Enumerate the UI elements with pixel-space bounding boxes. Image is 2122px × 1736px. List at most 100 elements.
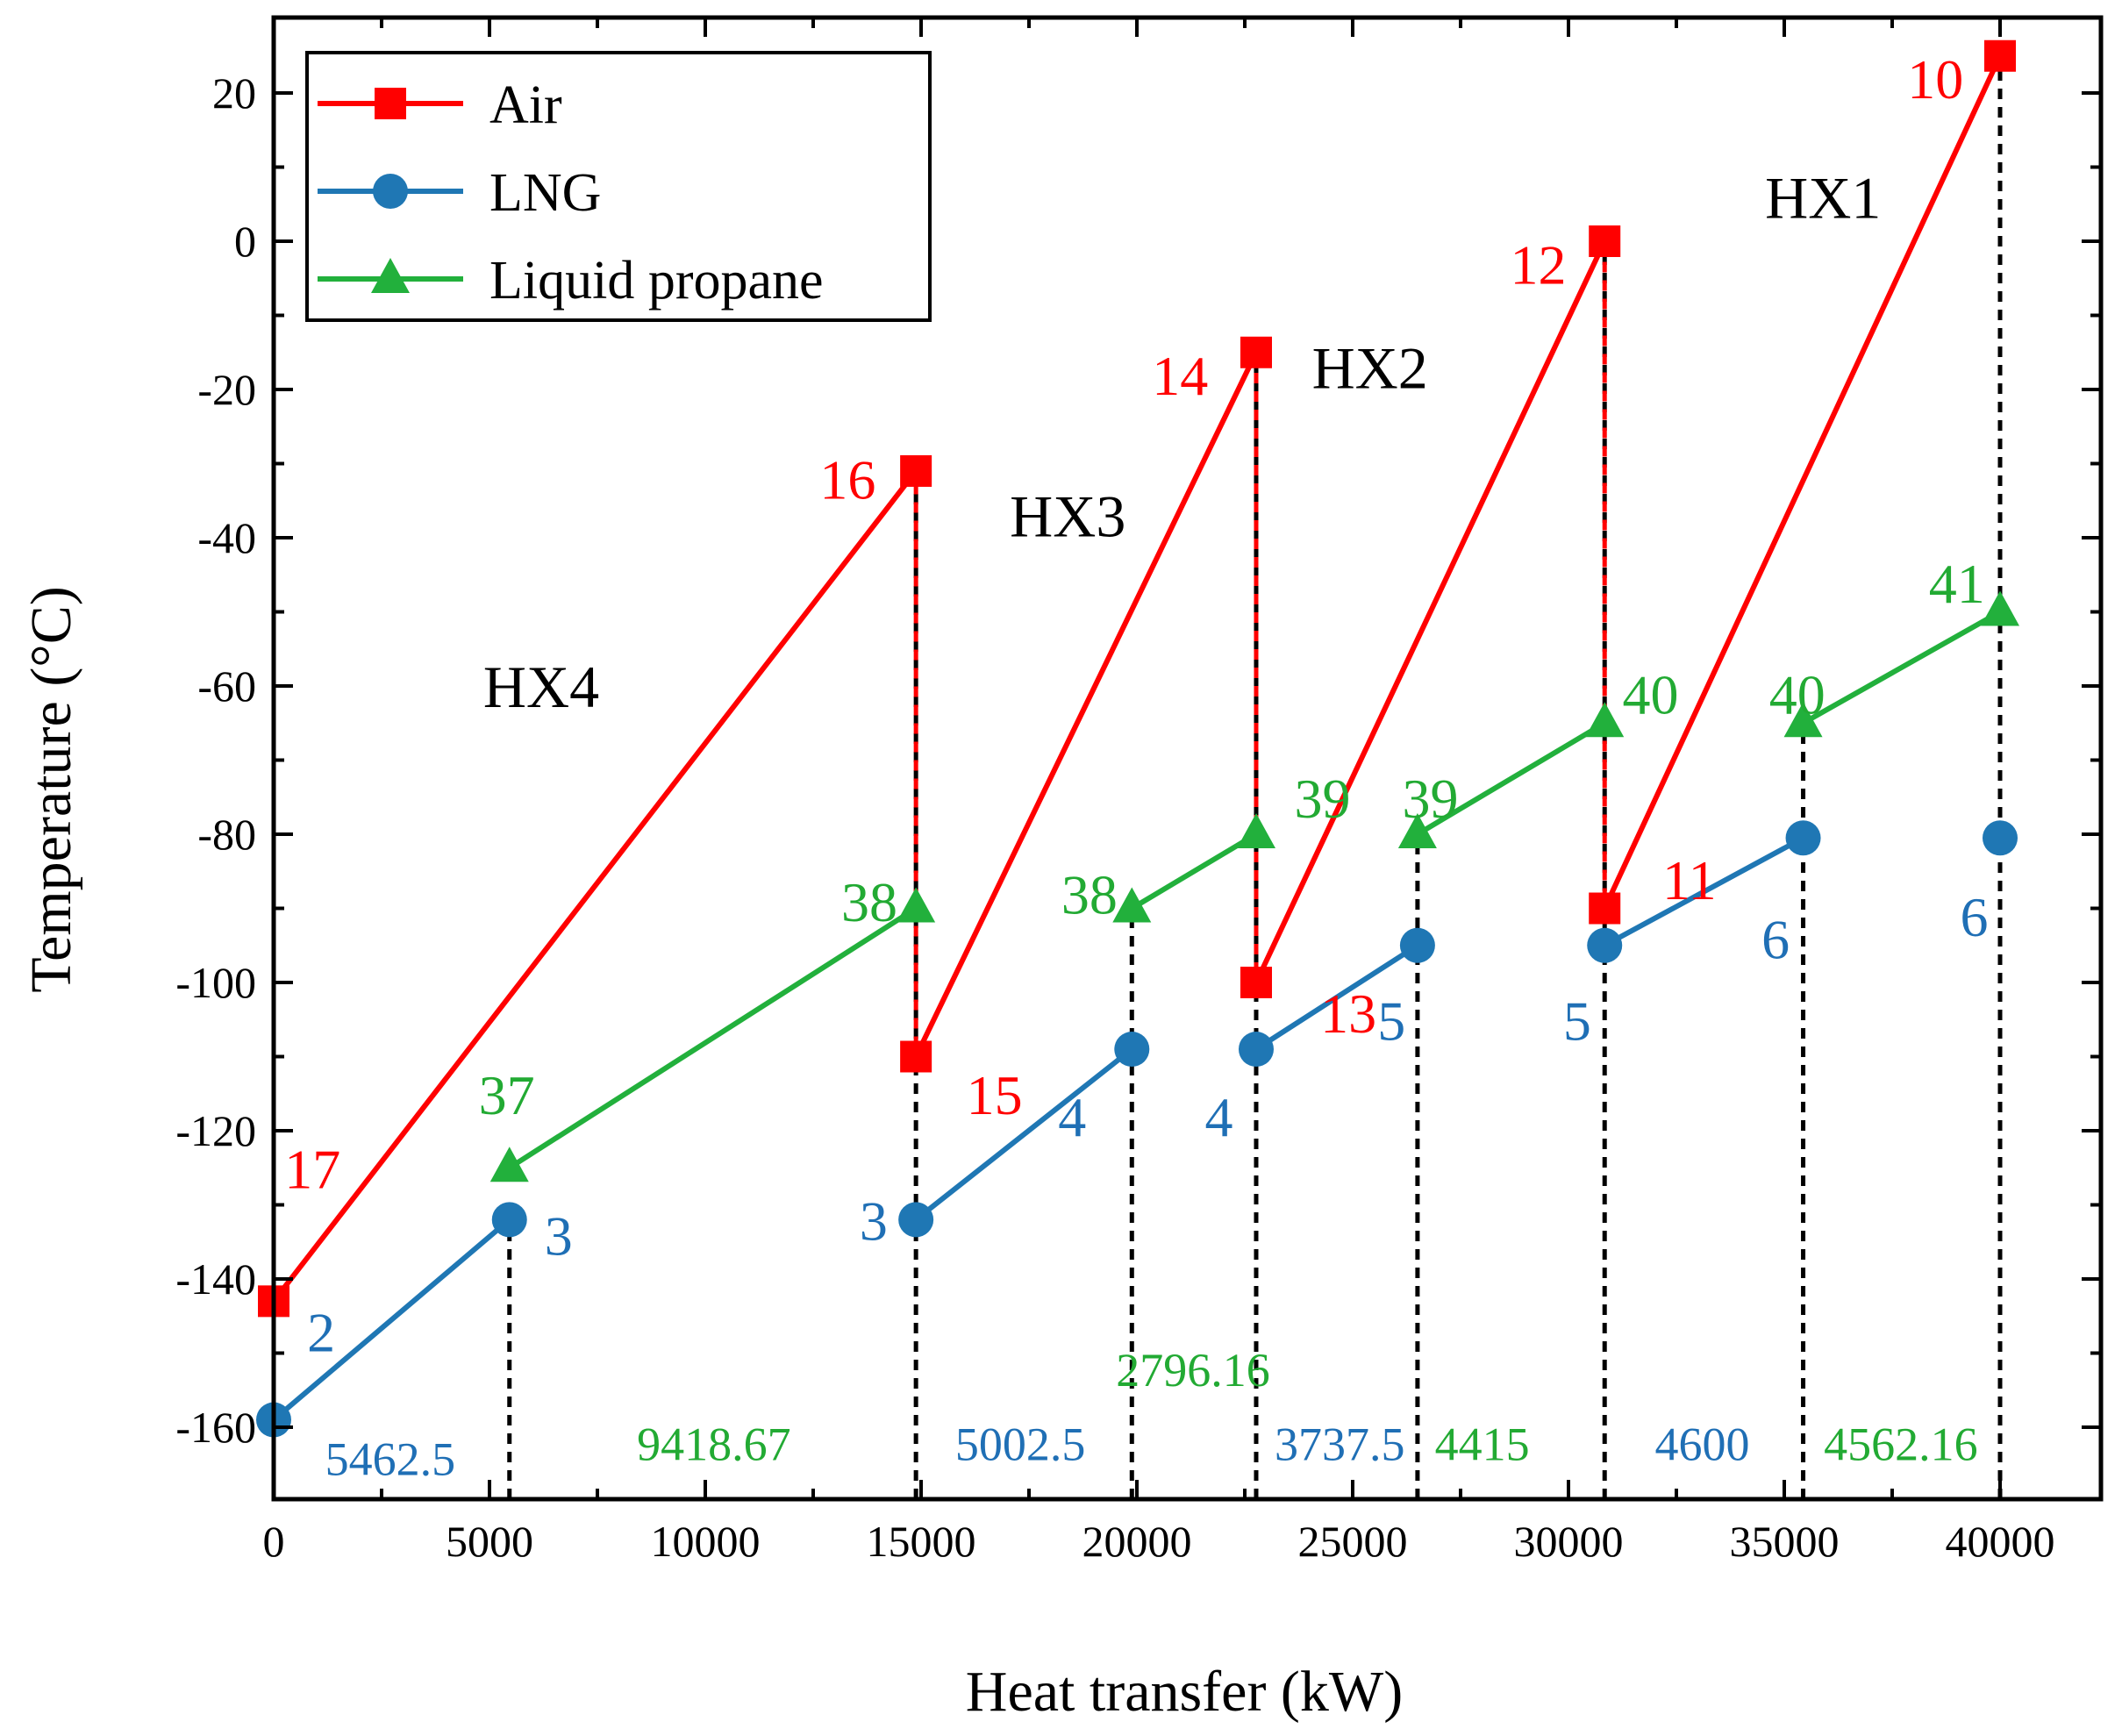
propane-line [1802,609,2002,725]
propane-point [1981,590,2019,626]
propane-point [1112,887,1152,923]
air-point [900,1040,932,1073]
legend-marker-propane [371,258,410,293]
x-tick-label: 5000 [446,1517,533,1566]
propane-point [489,1147,529,1182]
point-label: 3 [545,1204,573,1267]
x-tick-label: 0 [263,1517,285,1566]
x-tick-label: 15000 [867,1517,976,1566]
point-label: 6 [1960,886,1988,948]
point-label: 10 [1907,48,1963,111]
propane-point [1397,813,1437,848]
duty-label: 4562.16 [1824,1418,1978,1471]
point-label: 39 [1403,768,1459,830]
x-axis-title: Heat transfer (kW) [966,1660,1403,1724]
point-label: 11 [1662,849,1717,911]
y-tick-label: -100 [175,958,256,1007]
propane-point [1783,702,1823,738]
series-lines [271,54,2003,1422]
air-line [271,469,918,1304]
duty-label: 2796.16 [1116,1344,1270,1397]
lng-line [272,1218,511,1422]
propane-point [1236,813,1275,848]
legend-box [305,51,932,322]
point-label: 14 [1152,345,1208,407]
lng-point [1587,927,1623,963]
lng-point [898,1202,934,1238]
lng-point [1114,1032,1150,1068]
lng-point [491,1202,527,1238]
y-tick-label: -60 [197,661,256,711]
legend-marker-lng [373,174,408,209]
point-label: 2 [307,1301,335,1363]
duty-label: 4600 [1655,1418,1750,1471]
air-line [1254,239,1607,984]
point-label: 17 [284,1138,340,1200]
lng-point [1238,1032,1274,1068]
point-label: 6 [1761,908,1790,970]
duty-label: 5002.5 [955,1418,1086,1471]
lng-point [1399,927,1435,963]
series-markers [256,39,2019,1438]
point-label: 13 [1320,982,1376,1045]
lng-line [1603,835,1804,948]
y-tick-label: -20 [197,365,256,414]
point-label: 16 [819,449,875,511]
point-label: 12 [1511,233,1567,296]
point-label: 38 [1061,864,1118,926]
duty-label: 4415 [1435,1418,1530,1471]
y-tick-label: 20 [212,68,256,118]
point-label: 5 [1377,989,1405,1052]
air-point [1240,967,1272,998]
y-tick-label: -120 [175,1106,256,1155]
legend-label-propane: Liquid propane [489,251,824,311]
x-tick-label: 30000 [1514,1517,1624,1566]
air-point [1984,39,2016,72]
point-label: 41 [1929,553,1985,615]
point-label: 4 [1204,1086,1232,1148]
x-tick-label: 20000 [1082,1517,1192,1566]
point-label: 15 [967,1064,1023,1126]
y-tick-label: -80 [197,810,256,859]
lng-point [1785,820,1821,856]
y-axis-title: Temperature (°C) [19,586,83,992]
legend-label-lng: LNG [489,163,601,223]
hx-label: HX4 [483,654,599,720]
propane-point [897,887,936,923]
legend-marker-air [375,88,406,119]
point-label: 40 [1622,664,1678,726]
x-tick-label: 35000 [1730,1517,1840,1566]
x-tick-label: 40000 [1946,1517,2055,1566]
x-tick-label: 25000 [1298,1517,1408,1566]
point-label: 4 [1058,1086,1086,1148]
propane-line [508,905,918,1170]
point-label: 40 [1769,664,1825,726]
propane-line [1416,720,1606,837]
point-label: 38 [841,871,897,933]
y-tick-label: -140 [175,1254,256,1304]
lng-line [1254,943,1419,1052]
point-label: 37 [479,1064,535,1126]
duty-label: 9418.67 [637,1418,791,1471]
air-line [913,351,1259,1058]
y-tick-label: -40 [197,513,256,562]
point-label: 3 [860,1190,888,1253]
legend: Air LNG Liquid propane [305,51,932,322]
air-point [1589,225,1621,257]
hx-label: HX3 [1010,483,1125,550]
annotations: 17 16 15 14 13 12 11 10 2 3 3 4 4 5 5 6 6 37 38 38 39 39 40 40 4… [284,48,1988,1485]
propane-point [1585,702,1625,738]
axis-ticks: 0 5000 10000 15000 20000 25000 30000 35000 40000… [175,18,2101,1566]
duty-label: 5462.5 [325,1433,456,1486]
point-label: 39 [1295,768,1351,830]
lng-point [1983,820,2018,856]
y-tick-label: -160 [175,1403,256,1452]
lng-line [914,1047,1134,1222]
point-label: 5 [1563,989,1591,1052]
air-line [1602,54,2003,910]
dashed-verticals [507,55,2003,1499]
duty-label: 3737.5 [1275,1418,1405,1471]
hx-label: HX1 [1765,164,1881,231]
air-point [900,454,932,487]
